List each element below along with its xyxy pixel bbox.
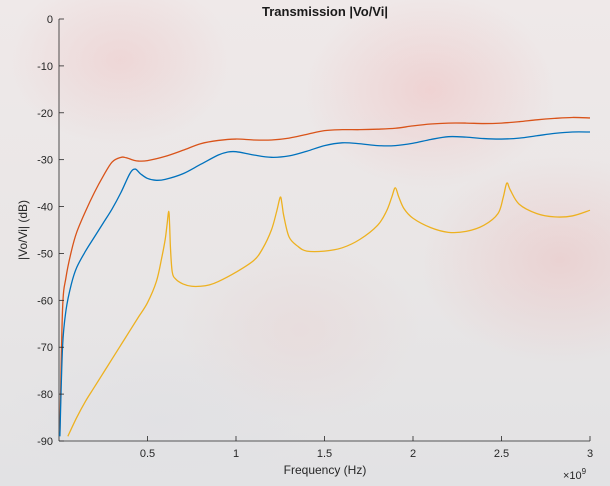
x-tick-label: 3 (587, 448, 593, 460)
x-tick-label: 2 (410, 448, 416, 460)
y-tick-label: -50 (37, 248, 53, 260)
y-tick-label: -10 (37, 61, 53, 73)
x-exponent-base: ×10 (563, 470, 582, 482)
y-tick-label: 0 (47, 14, 53, 26)
x-tick-label: 2.5 (494, 448, 509, 460)
y-tick-label: -70 (37, 342, 53, 354)
x-tick-label: 0.5 (140, 448, 155, 460)
series-line-2 (59, 131, 591, 437)
series-line-1 (59, 116, 591, 432)
y-tick-label: -30 (37, 155, 53, 167)
x-tick-label: 1.5 (317, 448, 332, 460)
y-tick-label: -90 (37, 436, 53, 448)
y-axis-ticks: 0 -10 -20 -30 -40 -50 -60 -70 -80 -90 (37, 14, 64, 448)
y-tick-label: -20 (37, 108, 53, 120)
y-axis-label: |Vo/Vi| (dB) (16, 200, 30, 260)
y-tick-label: -40 (37, 202, 53, 214)
x-exponent-power: 9 (582, 467, 587, 476)
series-line-3 (67, 182, 591, 437)
x-tick-label: 1 (233, 448, 239, 460)
y-tick-label: -80 (37, 389, 53, 401)
y-tick-label: -60 (37, 295, 53, 307)
chart-title: Transmission |Vo/Vi| (262, 4, 388, 19)
x-axis-ticks: 0.5 1 1.5 2 2.5 3 (140, 436, 593, 460)
x-axis-label: Frequency (Hz) (284, 463, 367, 477)
plot-area (58, 19, 591, 442)
x-exponent-label: ×109 (563, 467, 587, 482)
series-layer (59, 116, 591, 437)
